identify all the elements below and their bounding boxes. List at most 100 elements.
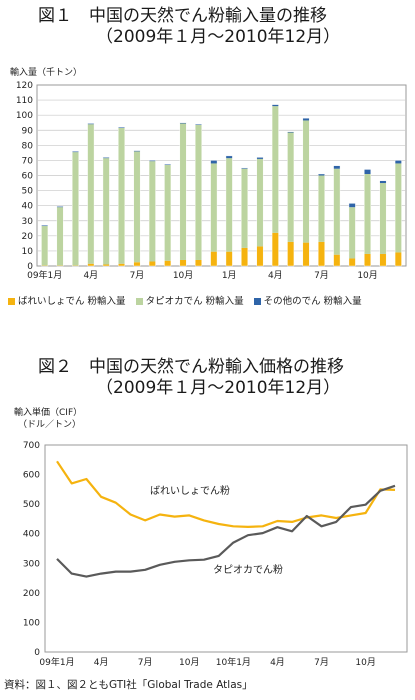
chart1-x-tick-label: 4月 xyxy=(268,270,283,281)
chart1-bar-outline xyxy=(333,165,341,267)
chart2-y-tick-label: 500 xyxy=(23,500,40,510)
legend-swatch-tapioca xyxy=(135,298,143,305)
chart1-bar-segment-s0 xyxy=(195,259,202,266)
chart2-y-tick-label: 100 xyxy=(23,618,40,628)
chart2-y-axis-unit: （ドル／トン） xyxy=(18,419,81,430)
chart1-bar-segment-s1 xyxy=(87,124,95,264)
legend-label-tapioca: タピオカでん 粉輸入量 xyxy=(145,296,244,307)
chart1-bar-segment-s0 xyxy=(225,251,233,266)
chart1-bar-segment-s0 xyxy=(395,252,402,266)
chart1-bar-segment-s1 xyxy=(102,158,110,265)
chart1-svg: 輸入量（千トン） 0 10 20 30 40 50 60 70 80 90 100 110 120 09… xyxy=(10,66,407,281)
chart2-x-tick-label: 4月 xyxy=(94,657,109,668)
chart2-x-tick-label: 7月 xyxy=(314,657,329,668)
chart1-bar-segment-s0 xyxy=(118,263,125,266)
chart2-y-tick-label: 700 xyxy=(23,441,40,451)
chart1-bar-outline xyxy=(148,160,156,267)
chart1-bars xyxy=(41,104,402,267)
chart1-bar-segment-s0 xyxy=(318,241,325,266)
chart1-y-tick-label: 120 xyxy=(16,81,33,91)
chart1-bar-segment-s1 xyxy=(195,124,202,260)
chart1-bar-segment-s0 xyxy=(256,246,264,266)
chart1-bar-segment-s0 xyxy=(87,263,95,266)
legend-item-potato: ばれいしょでん 粉輸入量 xyxy=(8,293,126,307)
chart1-bar-segment-s1 xyxy=(118,127,125,264)
chart2-x-tick-label: 10月 xyxy=(179,657,199,668)
chart1-bar-segment-s1 xyxy=(333,168,341,255)
chart1-x-tick-label: 7月 xyxy=(130,270,145,281)
chart1-bar-segment-s2 xyxy=(164,164,171,165)
legend-swatch-potato xyxy=(8,298,15,305)
chart1-bar-outline xyxy=(348,203,356,267)
chart1-bar-outline xyxy=(210,160,218,267)
chart1-bar-segment-s1 xyxy=(395,163,402,253)
chart1-title-text: 図１ 中国の天然でん粉輸入量の推移 xyxy=(38,6,327,26)
chart1-bar-segment-s2 xyxy=(102,157,110,159)
chart2-y-tick-label: 0 xyxy=(34,648,40,658)
chart1-bar-segment-s1 xyxy=(302,120,310,243)
chart1-bar-segment-s0 xyxy=(210,251,218,266)
chart1-title: 図１ 中国の天然でん粉輸入量の推移 （2009年１月〜2010年12月） xyxy=(38,6,340,48)
chart1-bar-segment-s0 xyxy=(364,253,371,266)
chart1-bar-segment-s2 xyxy=(225,155,233,159)
chart1-bar-segment-s0 xyxy=(241,247,248,266)
chart2-series-label-tapioca: タピオカでん粉 xyxy=(213,563,283,576)
chart1-bar-segment-s1 xyxy=(348,207,356,259)
chart1-bar-segment-s0 xyxy=(348,258,356,266)
chart1-legend: ばれいしょでん 粉輸入量 タピオカでん 粉輸入量 その他のでん 粉輸入量 xyxy=(8,293,408,307)
chart2-y-axis-label: 輸入単価（CIF） xyxy=(14,406,82,418)
chart1-bar-segment-s0 xyxy=(333,254,341,266)
chart1-y-axis-label: 輸入量（千トン） xyxy=(10,66,82,78)
chart1-bar-segment-s1 xyxy=(133,151,141,263)
chart1-y-tick-label: 90 xyxy=(22,126,34,136)
chart1-y-tick-label: 30 xyxy=(22,217,34,227)
chart1-bar-segment-s2 xyxy=(87,123,95,125)
chart1-subtitle: （2009年１月〜2010年12月） xyxy=(96,27,341,47)
legend-item-other: その他のでん 粉輸入量 xyxy=(253,293,362,307)
chart1-bar-segment-s2 xyxy=(272,104,279,107)
chart1-bar-outline xyxy=(256,157,264,267)
chart1-bar-outline xyxy=(56,206,64,267)
chart2-x-tick-label: 7月 xyxy=(138,657,153,668)
chart2-x-tick-label: 4月 xyxy=(270,657,285,668)
chart1-bar-segment-s2 xyxy=(210,160,218,164)
chart1-x-tick-label: 10月 xyxy=(173,270,193,281)
chart1-x-tick-label: 1月 xyxy=(222,270,237,281)
chart1-bar-outline xyxy=(241,167,248,267)
chart2-svg: 輸入単価（CIF） （ドル／トン） 0 100 200 300 400 500 600 700… xyxy=(14,406,408,668)
chart1-bar-segment-s1 xyxy=(272,106,279,233)
chart1-bar-outline xyxy=(271,104,279,267)
chart1-bar-outline xyxy=(87,123,95,267)
chart1-bar-segment-s2 xyxy=(256,157,264,159)
chart1-bar-segment-s0 xyxy=(149,261,156,266)
chart1-bar-outline xyxy=(195,124,202,267)
chart1-y-tick-label: 60 xyxy=(22,172,34,182)
legend-label-potato: ばれいしょでん 粉輸入量 xyxy=(18,296,126,307)
chart1-bar-outline xyxy=(164,163,172,267)
chart1-bar-segment-s0 xyxy=(102,264,110,266)
chart1-bar-segment-s0 xyxy=(287,241,294,266)
chart1-bar-segment-s2 xyxy=(118,127,125,128)
chart1-bar-segment-s2 xyxy=(179,122,187,124)
chart1-bar-segment-s2 xyxy=(195,124,202,125)
chart1-y-ticks: 0 10 20 30 40 50 60 70 80 90 100 110 120 xyxy=(16,81,33,272)
chart1-bar-segment-s1 xyxy=(41,226,48,266)
chart1-bar-outline xyxy=(41,225,49,267)
chart1-x-tick-label: 09年1月 xyxy=(27,269,62,281)
chart1-bar-segment-s1 xyxy=(256,158,264,247)
chart1-bar-segment-s0 xyxy=(302,242,310,266)
chart1-bar-segment-s1 xyxy=(72,152,79,266)
chart1-bar-segment-s0 xyxy=(164,260,171,266)
chart2-y-ticks: 0 100 200 300 400 500 600 700 xyxy=(23,441,40,658)
chart1-y-tick-label: 100 xyxy=(16,111,33,121)
chart1-bar-outline xyxy=(179,122,187,267)
chart1-x-tick-label: 7月 xyxy=(314,270,329,281)
chart1-bar-segment-s2 xyxy=(56,206,64,208)
chart1-bar-segment-s0 xyxy=(133,262,141,266)
chart1-bar-segment-s1 xyxy=(225,158,233,252)
chart1-bar-segment-s2 xyxy=(149,160,156,162)
chart1-bar-segment-s2 xyxy=(287,131,294,133)
chart1-bar-segment-s2 xyxy=(302,118,310,121)
chart1-bar-segment-s1 xyxy=(56,207,64,266)
chart2-y-tick-label: 400 xyxy=(23,530,40,540)
